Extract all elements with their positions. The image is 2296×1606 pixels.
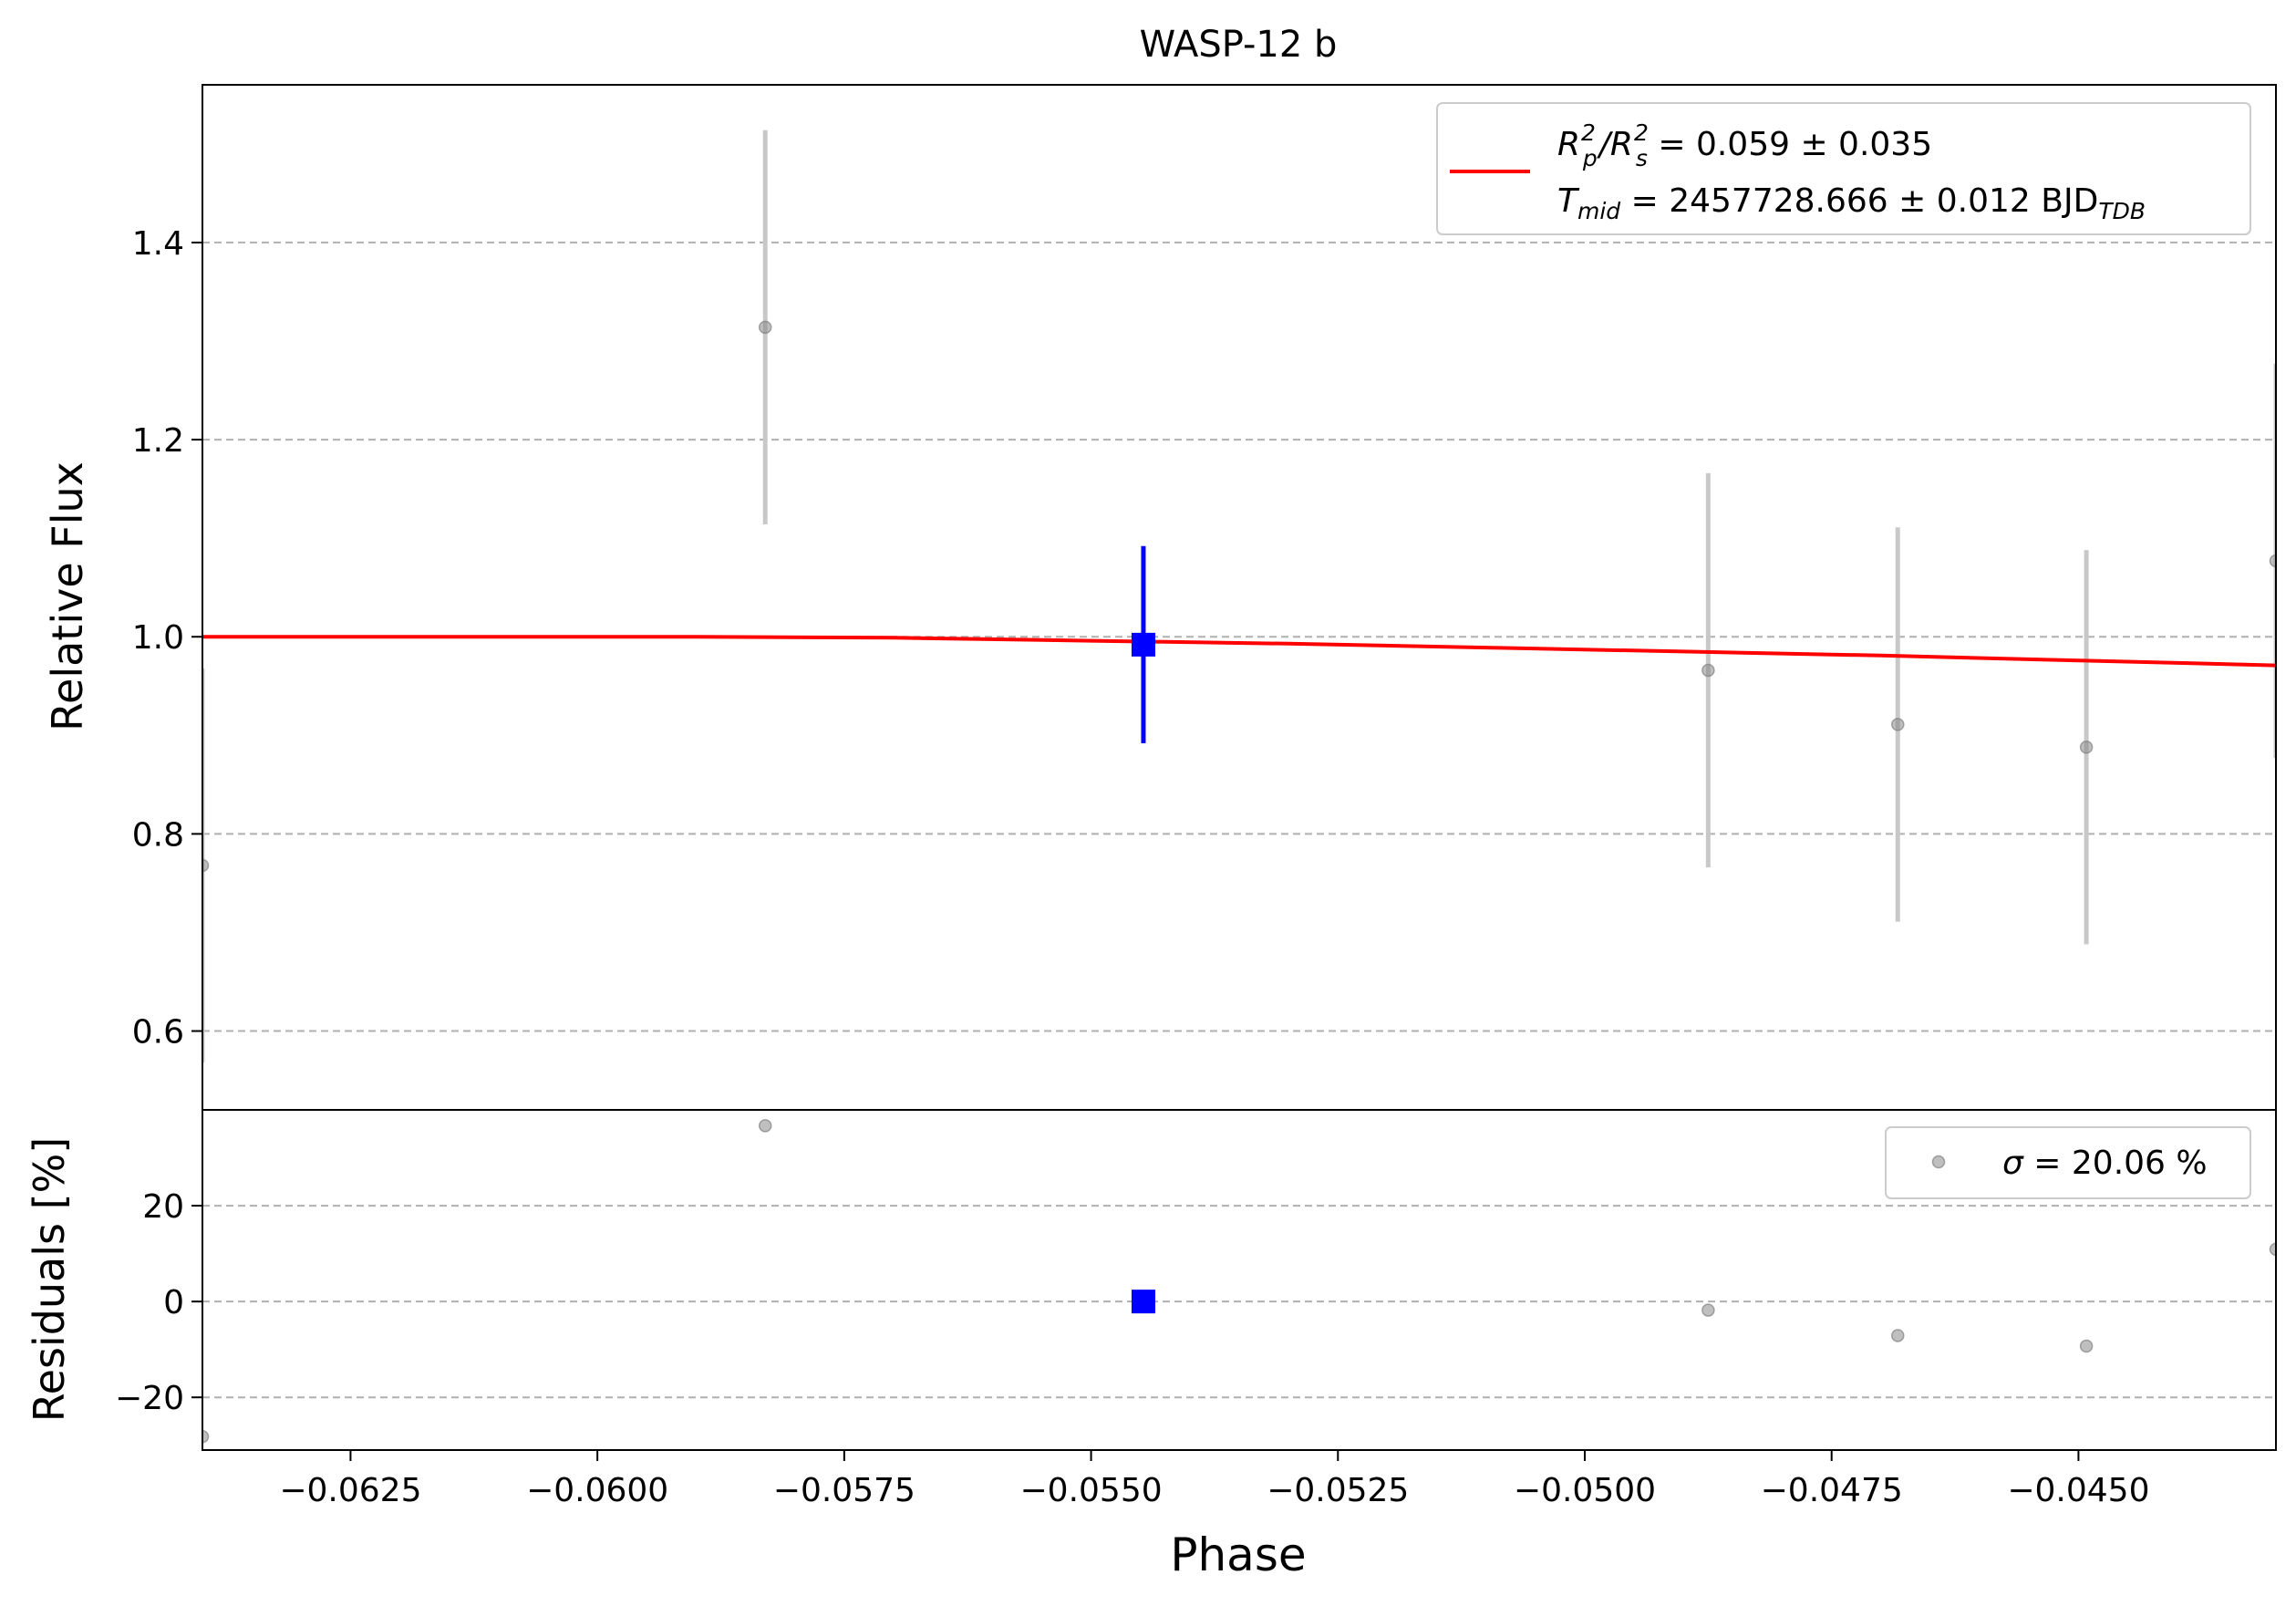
flux-point xyxy=(1891,718,1905,731)
flux-point xyxy=(758,320,772,335)
main-legend: R2 p/R2 s = 0.059 ± 0.035 Tmid = 2457728.6… xyxy=(1436,102,2251,235)
residual-point xyxy=(758,1119,772,1133)
residuals-points xyxy=(202,1119,2276,1444)
legend-rp-rs-entry: R2 p/R2 s = 0.059 ± 0.035 xyxy=(1557,119,1932,171)
x-tick-label: −0.0500 xyxy=(1514,1472,1656,1509)
legend-residual-marker xyxy=(1931,1155,1946,1169)
residuals-y-tick-label: 20 xyxy=(142,1188,184,1226)
flux-point xyxy=(202,858,210,873)
binned-residual-point xyxy=(1131,1290,1155,1314)
chart-title: WASP-12 b xyxy=(1140,24,1338,66)
x-tick-label: −0.0450 xyxy=(2007,1472,2149,1509)
flux-point xyxy=(2269,554,2276,568)
main-y-tick-label: 0.8 xyxy=(132,816,184,854)
residual-point xyxy=(2269,1242,2276,1257)
residuals-panel: −20 0 20 −0.0625 −0.0600 −0.0575 −0.0550 −0.05… xyxy=(25,1109,2277,1581)
main-y-ticks: 0.6 0.8 1.0 1.2 1.4 xyxy=(132,225,202,1052)
x-tick-label: −0.0575 xyxy=(773,1472,915,1509)
main-points xyxy=(202,320,2276,873)
residuals-axes-frame xyxy=(202,1109,2277,1451)
x-tick-label: −0.0600 xyxy=(526,1472,668,1509)
main-y-tick-label: 1.2 xyxy=(132,422,184,460)
residual-point xyxy=(1891,1329,1905,1342)
main-y-tick-label: 1.0 xyxy=(132,619,184,657)
residuals-y-ticks: −20 0 20 xyxy=(115,1188,202,1417)
binned-point xyxy=(1131,632,1155,657)
x-ticks: −0.0625 −0.0600 −0.0575 −0.0550 −0.0525 −0.05… xyxy=(279,1450,2149,1509)
residuals-legend: σ = 20.06 % xyxy=(1885,1126,2251,1199)
residuals-y-tick-label: −20 xyxy=(115,1380,184,1417)
x-tick-label: −0.0475 xyxy=(1761,1472,1903,1509)
x-axis-label: Phase xyxy=(1170,1528,1306,1581)
main-legend-box xyxy=(1436,102,2251,235)
legend-tmid-entry: Tmid = 2457728.666 ± 0.012 BJDTDB xyxy=(1557,182,2146,224)
legend-sigma-entry: σ = 20.06 % xyxy=(2002,1145,2208,1182)
residuals-legend-box xyxy=(1885,1126,2251,1199)
flux-point xyxy=(1701,663,1715,678)
residuals-binned xyxy=(1131,1290,1155,1314)
main-panel: 0.6 0.8 1.0 1.2 1.4 Relative Flux R2 p/R2 s = … xyxy=(43,84,2277,1111)
main-y-tick-label: 0.6 xyxy=(132,1014,184,1052)
main-y-axis-label: Relative Flux xyxy=(43,461,92,731)
residual-point xyxy=(1701,1303,1715,1317)
residuals-y-axis-label: Residuals [%] xyxy=(25,1137,74,1422)
residual-point xyxy=(2079,1339,2094,1353)
main-binned xyxy=(1131,545,1155,743)
x-tick-label: −0.0525 xyxy=(1267,1472,1409,1509)
model-fit-line xyxy=(202,635,2276,668)
x-tick-label: −0.0550 xyxy=(1020,1472,1163,1509)
flux-point xyxy=(2079,741,2094,754)
residuals-grid xyxy=(202,1205,2276,1399)
residuals-y-tick-label: 0 xyxy=(163,1284,184,1321)
x-tick-label: −0.0625 xyxy=(279,1472,421,1509)
main-y-tick-label: 1.4 xyxy=(132,225,184,263)
residual-point xyxy=(202,1430,210,1444)
